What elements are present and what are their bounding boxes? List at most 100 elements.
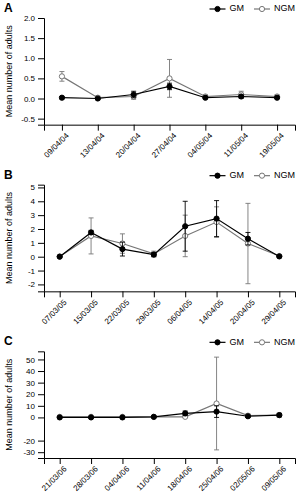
error-bar-cap [89, 217, 94, 218]
y-tick-label: 10 [26, 402, 35, 411]
x-tick-mark [217, 458, 218, 464]
error-bar [151, 253, 156, 257]
x-tick-label: 18/04/06 [166, 464, 195, 493]
x-tick-label: 09/04/04 [42, 131, 71, 160]
y-tick: 1.5 [24, 34, 44, 43]
data-point [95, 95, 100, 100]
legend: GMNGM [210, 170, 296, 180]
error-bar-cap [245, 244, 250, 245]
y-tick-mark [38, 229, 44, 230]
x-tick: 28/03/06 [72, 458, 101, 493]
data-point [277, 254, 282, 259]
data-point [214, 409, 219, 414]
y-tick: 10 [26, 402, 44, 411]
x-tick: 11/04/06 [135, 458, 163, 492]
y-tick-label: 0.5 [24, 74, 36, 83]
y-tick: 0 [31, 253, 44, 262]
legend: GMNGM [210, 337, 296, 347]
y-tick-mark [38, 441, 44, 442]
legend-label: NGM [274, 3, 295, 13]
error-bar [183, 201, 188, 251]
x-tick: 07/03/05 [40, 291, 69, 326]
x-tick: 04/05/04 [186, 125, 215, 160]
legend-marker [259, 173, 264, 178]
data-point [245, 413, 250, 418]
y-tick: 20 [26, 390, 44, 399]
x-tick-label: 20/04/05 [228, 297, 257, 326]
error-bar-cap [120, 242, 125, 243]
data-point [88, 230, 93, 235]
x-tick: 20/04/04 [114, 125, 143, 160]
data-point [214, 216, 219, 221]
error-bar-cap [214, 237, 219, 238]
error-bar-cap [214, 200, 219, 201]
marks [57, 357, 282, 450]
x-tick-label: 09/05/06 [260, 464, 289, 493]
x-tick-label: 04/05/04 [186, 131, 215, 160]
y-axis-title: Mean number of adults [4, 191, 14, 284]
error-bar [239, 95, 244, 98]
y-tick-label: -2 [28, 280, 36, 289]
data-point [214, 401, 219, 406]
data-point [120, 414, 125, 419]
y-tick-mark [38, 119, 44, 120]
x-tick-mark [217, 291, 218, 297]
y-tick: 0.0 [24, 95, 44, 104]
legend-label: GM [230, 3, 245, 13]
error-bar-cap [89, 253, 94, 254]
x-tick-mark [277, 125, 278, 131]
x-tick-mark [60, 458, 61, 464]
y-axis: -30-2001020304050 [23, 352, 44, 459]
x-tick-mark [154, 458, 155, 464]
legend-marker [215, 340, 220, 345]
error-bar [151, 251, 156, 257]
y-tick-label: 2 [31, 225, 36, 234]
y-axis-title: Mean number of adults [4, 358, 14, 451]
y-tick-mark [38, 257, 44, 258]
y-tick-label: -20 [23, 437, 35, 446]
data-point [151, 414, 156, 419]
y-tick-label: 2.0 [24, 14, 36, 23]
y-tick: 4 [31, 197, 44, 206]
error-bar-cap [120, 233, 125, 234]
x-tick-label: 15/03/05 [72, 297, 101, 326]
y-tick-mark [38, 394, 44, 395]
data-point [59, 74, 64, 79]
data-point [88, 414, 93, 419]
data-point [167, 84, 172, 89]
y-tick-label: 1.5 [24, 34, 36, 43]
x-tick: 18/04/06 [166, 458, 195, 493]
y-tick: 50 [26, 356, 44, 365]
y-tick-mark [38, 38, 44, 39]
y-tick-label: 0 [31, 413, 36, 422]
error-bar [59, 72, 64, 82]
panel: -2-101234507/03/0515/03/0522/03/0529/03/… [4, 168, 296, 327]
x-tick-label: 25/04/06 [197, 464, 226, 493]
y-tick-label: 1 [31, 239, 36, 248]
data-point [57, 254, 62, 259]
x-tick-label: 14/04/05 [197, 297, 226, 326]
x-tick-label: 21/03/06 [40, 464, 69, 493]
x-tick: 06/04/05 [166, 291, 195, 326]
y-axis-line [38, 352, 45, 459]
y-tick-mark [38, 417, 44, 418]
error-bar-cap [59, 71, 64, 72]
y-tick-mark [38, 18, 44, 19]
y-tick-label: 30 [26, 379, 35, 388]
data-point [245, 414, 250, 419]
x-tick-mark [170, 125, 171, 131]
series [59, 59, 279, 100]
y-tick: 0.5 [24, 74, 44, 83]
x-tick-label: 29/04/05 [260, 297, 289, 326]
legend-item: NGM [254, 3, 295, 13]
error-bar [277, 413, 282, 416]
y-tick-mark [38, 187, 44, 188]
data-point [88, 415, 93, 420]
data-point [239, 94, 244, 99]
x-tick-mark [241, 125, 242, 131]
data-point [131, 92, 136, 97]
y-tick-label: 3 [31, 211, 36, 220]
x-tick-label: 20/04/04 [114, 131, 143, 160]
series [57, 203, 282, 283]
x-axis: 09/04/0413/04/0420/04/0427/04/0404/05/04… [42, 125, 295, 160]
